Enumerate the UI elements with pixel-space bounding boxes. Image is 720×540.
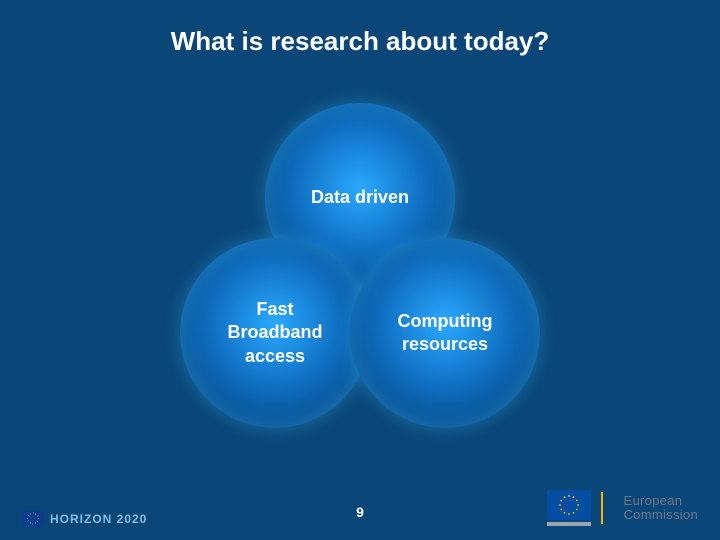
footer: HORIZON 2020 European Commission	[0, 476, 720, 540]
ec-text-line2: Commission	[623, 508, 698, 522]
horizon-2020-logo: HORIZON 2020	[22, 511, 147, 526]
slide: What is research about today? Data drive…	[0, 0, 720, 540]
european-commission-logo: European Commission	[547, 490, 698, 526]
horizon-text: HORIZON 2020	[50, 512, 147, 526]
venn-label-left: FastBroadbandaccess	[219, 298, 330, 368]
venn-circle-left: FastBroadbandaccess	[180, 238, 370, 428]
venn-label-right: Computingresources	[390, 310, 501, 357]
venn-circle-right: Computingresources	[350, 238, 540, 428]
eu-flag-icon	[547, 490, 591, 520]
eu-flag-icon	[22, 511, 44, 526]
ec-text: European Commission	[613, 494, 698, 521]
ec-flag-stack	[547, 490, 591, 526]
ec-divider	[601, 492, 603, 524]
ec-text-line1: European	[623, 494, 698, 508]
venn-label-top: Data driven	[303, 186, 417, 209]
slide-title: What is research about today?	[0, 26, 720, 57]
venn-diagram: Data driven FastBroadbandaccess Computin…	[200, 118, 540, 438]
ec-underline-bar	[547, 522, 591, 526]
eu-stars-icon	[547, 490, 591, 520]
